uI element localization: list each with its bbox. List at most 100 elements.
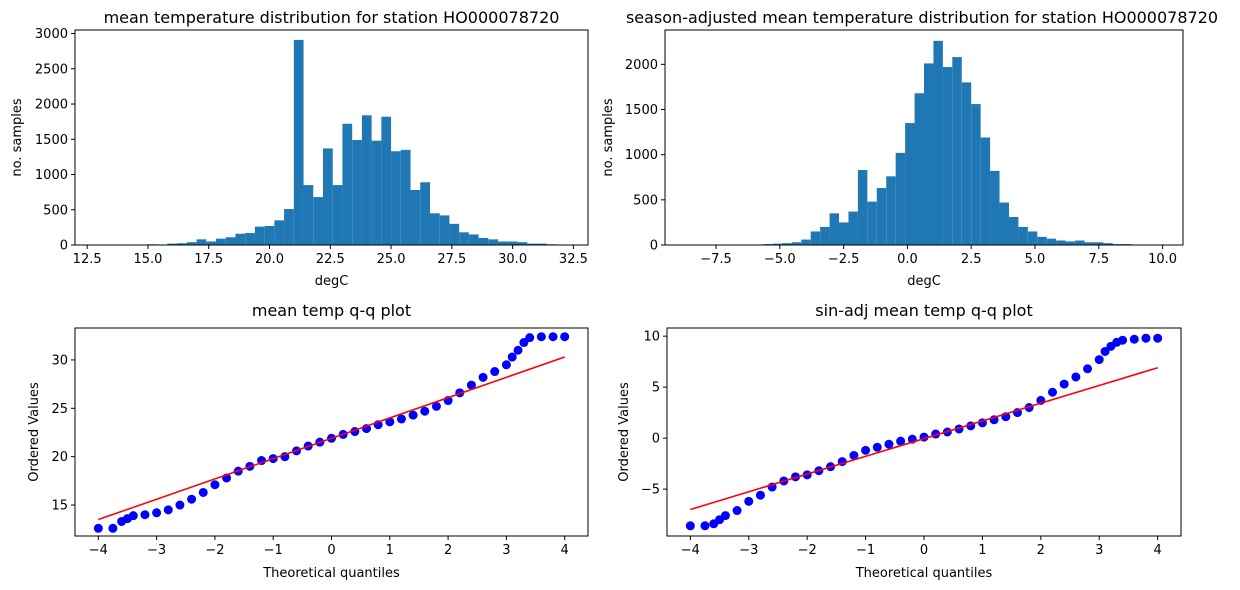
adjusted-histogram-title: season-adjusted mean temperature distrib… <box>626 8 1218 27</box>
temp-qq-point <box>198 487 208 497</box>
temp-qq-point <box>536 332 546 342</box>
temp-qq-ytick-label: 25 <box>51 402 68 417</box>
temp-histogram-panel: 12.5 15.0 17.5 20.0 22.5 25.0 27.5 30.0 32.5 0 50… <box>10 8 1063 289</box>
temp-histogram-xtick-label: 25.0 <box>377 252 406 267</box>
temp-histogram-bar <box>284 209 294 245</box>
temp-histogram-bar <box>196 239 207 245</box>
adjusted-histogram-ytick-label: 1000 <box>625 148 658 163</box>
adjusted-histogram-bar <box>942 67 953 245</box>
temp-qq-point <box>187 494 197 504</box>
adjusted-histogram-bar <box>933 40 943 246</box>
adjusted-histogram-xtick-label: 2.5 <box>961 252 982 267</box>
temp-histogram-xtick-label: 22.5 <box>316 252 345 267</box>
temp-histogram-bar <box>498 241 508 245</box>
temp-histogram-bar <box>352 139 362 245</box>
adjusted-histogram-xtick-label: −5.0 <box>764 252 796 267</box>
adjusted-qq-point <box>1071 372 1081 382</box>
temp-histogram-bar <box>527 243 537 245</box>
adjusted-qq-ytick-label: 0 <box>652 432 660 447</box>
temp-qq-point <box>93 523 103 533</box>
temp-qq-point <box>560 332 570 342</box>
adjusted-qq-xtick-label: 4 <box>1153 543 1161 558</box>
adjusted-qq-xtick-label: 3 <box>1095 543 1103 558</box>
temp-qq-ytick-label: 30 <box>51 353 68 368</box>
adjusted-histogram-frame <box>664 29 1184 246</box>
temp-histogram-bar <box>517 242 528 245</box>
adjusted-qq-fit-line <box>690 366 1158 511</box>
adjusted-histogram-bar <box>848 211 858 245</box>
temp-histogram-bar <box>478 237 489 245</box>
temp-histogram-ytick-label: 2500 <box>35 62 68 77</box>
temp-histogram-bar <box>235 233 246 245</box>
adjusted-qq-xtick-label: −3 <box>739 543 758 558</box>
adjusted-histogram-bar <box>1037 236 1047 245</box>
adjusted-histogram-bar <box>1075 240 1085 245</box>
temp-histogram-xtick-label: 27.5 <box>437 252 466 267</box>
adjusted-histogram-ytick-label: 0 <box>650 239 658 254</box>
adjusted-qq-ytick-label: 10 <box>643 330 660 345</box>
temp-qq-point <box>478 372 488 382</box>
temp-histogram-bar <box>439 215 450 245</box>
adjusted-histogram-bar <box>839 222 849 245</box>
adjusted-qq-ytick-label: −5 <box>641 483 660 498</box>
adjusted-qq-xtick-label: −2 <box>798 543 817 558</box>
temp-histogram-xtick-label: 12.5 <box>73 252 102 267</box>
temp-histogram-bar <box>186 242 197 245</box>
temp-histogram-bar <box>371 140 382 245</box>
adjusted-qq-ytick-label: 5 <box>652 381 660 396</box>
temp-qq-point <box>490 367 500 377</box>
temp-histogram-ylabel: no. samples <box>10 98 25 176</box>
temp-qq-point <box>507 352 517 362</box>
adjusted-histogram-bar <box>1056 240 1066 245</box>
temp-histogram-bar <box>381 116 392 245</box>
adjusted-qq-title: sin-adj mean temp q-q plot <box>815 301 1032 320</box>
temp-histogram-title: mean temperature distribution for statio… <box>104 8 560 27</box>
adjusted-histogram-bar <box>1018 226 1028 245</box>
temp-histogram-bar <box>293 39 304 246</box>
adjusted-histogram-ylabel: no. samples <box>601 98 616 176</box>
temp-qq-point <box>108 523 118 533</box>
temp-qq-xtick-label: 3 <box>502 543 510 558</box>
adjusted-histogram-bar <box>980 137 991 245</box>
adjusted-qq-point <box>732 506 742 516</box>
adjusted-histogram-xtick-label: 5.0 <box>1025 252 1046 267</box>
adjusted-histogram-bar <box>1008 217 1019 245</box>
temp-histogram-xtick-label: 15.0 <box>133 252 162 267</box>
adjusted-histogram-ytick-label: 500 <box>633 193 658 208</box>
temp-qq-point <box>548 332 558 342</box>
adjusted-qq-xtick-label: −1 <box>856 543 875 558</box>
temp-qq-xtick-label: 0 <box>327 543 335 558</box>
adjusted-qq-point <box>884 439 894 449</box>
adjusted-histogram-bar <box>791 242 802 245</box>
adjusted-histogram-bar <box>961 82 972 245</box>
temp-histogram-ytick-label: 0 <box>60 239 68 254</box>
temp-histogram-bar <box>468 234 479 245</box>
adjusted-histogram-bar <box>820 226 830 245</box>
adjusted-qq-panel: −4 −3 −2 −1 0 1 2 3 4 −5 0 5 10 sin-adj mean temp q… <box>617 301 1182 581</box>
temp-histogram-frame <box>74 29 589 246</box>
temp-histogram-ytick-label: 500 <box>43 203 68 218</box>
adjusted-qq-point <box>1129 334 1139 344</box>
temp-qq-point <box>525 333 535 343</box>
temp-qq-title: mean temp q-q plot <box>252 301 411 320</box>
adjusted-qq-point <box>1083 364 1093 374</box>
adjusted-qq-point <box>755 490 765 500</box>
temp-histogram-bar <box>206 241 217 245</box>
temp-qq-ytick-label: 15 <box>51 499 68 514</box>
adjusted-qq-point <box>1153 333 1163 343</box>
adjusted-qq-xtick-label: 0 <box>920 543 928 558</box>
temp-histogram-bar <box>420 182 430 245</box>
temp-histogram-bar <box>216 238 226 245</box>
adjusted-qq-point <box>896 436 906 446</box>
temp-histogram-bar <box>536 243 547 245</box>
adjusted-histogram-bar <box>857 170 868 245</box>
adjusted-histogram-bar <box>1093 242 1104 245</box>
temp-histogram-bar <box>429 213 440 245</box>
adjusted-histogram-bar <box>924 63 934 245</box>
adjusted-qq-ylabel: Ordered Values <box>617 382 632 482</box>
adjusted-histogram-bar <box>876 188 887 245</box>
temp-qq-xlabel: Theoretical quantiles <box>262 566 400 581</box>
adjusted-histogram-ytick-label: 1500 <box>625 103 658 118</box>
temp-histogram-ytick-label: 1000 <box>35 168 68 183</box>
